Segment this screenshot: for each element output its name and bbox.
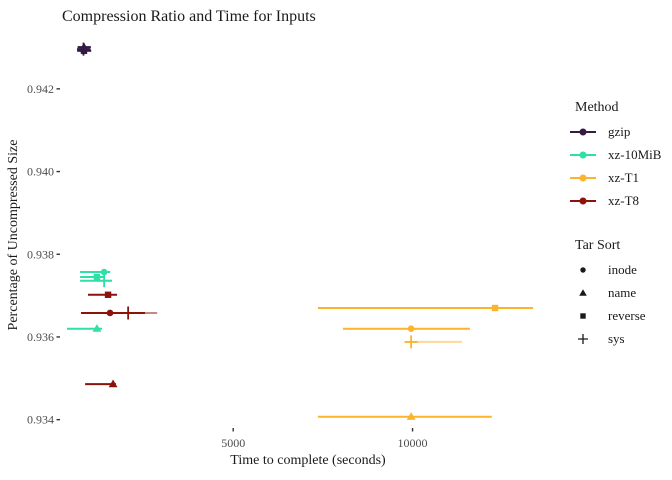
legend-method-title: Method [575, 100, 619, 115]
y-tick-label: 0.938 [27, 247, 54, 261]
legend-method-item-xz-10MiB: xz-10MiB [568, 143, 672, 166]
data-point-triangle [406, 412, 416, 420]
legend-sort-item-reverse: reverse [568, 304, 672, 327]
data-point-square [93, 273, 101, 281]
legend-method-label: xz-T1 [608, 169, 640, 185]
legend-key-xz-T1-icon [568, 170, 598, 186]
data-point-circle [407, 325, 415, 332]
legend-method-item-xz-T1: xz-T1 [568, 166, 672, 189]
data-point-plus [404, 335, 418, 349]
legend-method-item-xz-T8: xz-T8 [568, 189, 672, 212]
y-tick-label: 0.934 [27, 413, 54, 427]
legend-method-item-gzip: gzip [568, 120, 672, 143]
data-point-square [491, 304, 499, 312]
legend-key-xz-T8-icon [568, 193, 598, 209]
legend: Method gzip xz-10MiB xz-T1 xz-T8 Tar Sort i… [568, 100, 672, 350]
data-point-plus [97, 274, 111, 288]
data-point-triangle [108, 379, 118, 388]
data-point-circle [106, 309, 114, 317]
legend-method-label: xz-10MiB [608, 146, 662, 162]
chart-title: Compression Ratio and Time for Inputs [62, 8, 316, 25]
legend-sort-item-sys: sys [568, 327, 672, 350]
y-tick-label: 0.936 [27, 330, 54, 344]
y-tick-label: 0.942 [27, 82, 54, 96]
data-point-triangle [92, 324, 102, 332]
legend-method-label: xz-T8 [608, 192, 640, 208]
x-axis-label: Time to complete (seconds) [230, 453, 386, 468]
triangle-icon [568, 285, 598, 301]
plus-icon [568, 331, 598, 347]
legend-sort-label: name [608, 284, 637, 300]
square-icon [568, 308, 598, 324]
legend-sort-label: sys [608, 330, 625, 346]
legend-key-xz-10MiB-icon [568, 147, 598, 163]
legend-key-gzip-icon [568, 124, 598, 140]
legend-sort-item-inode: inode [568, 258, 672, 281]
legend-method-label: gzip [608, 123, 631, 139]
data-point-circle [100, 268, 108, 276]
data-point-square [104, 291, 112, 298]
data-point-plus [121, 306, 135, 320]
legend-sort-label: reverse [608, 307, 646, 323]
data-point-plus [76, 42, 90, 56]
x-tick-label: 10000 [398, 436, 428, 450]
x-tick-label: 5000 [221, 436, 245, 450]
y-tick-label: 0.940 [27, 165, 54, 179]
legend-sort-label: inode [608, 261, 637, 277]
legend-sort-item-name: name [568, 281, 672, 304]
circle-icon [568, 262, 598, 278]
legend-tar-sort-title: Tar Sort [575, 238, 621, 253]
